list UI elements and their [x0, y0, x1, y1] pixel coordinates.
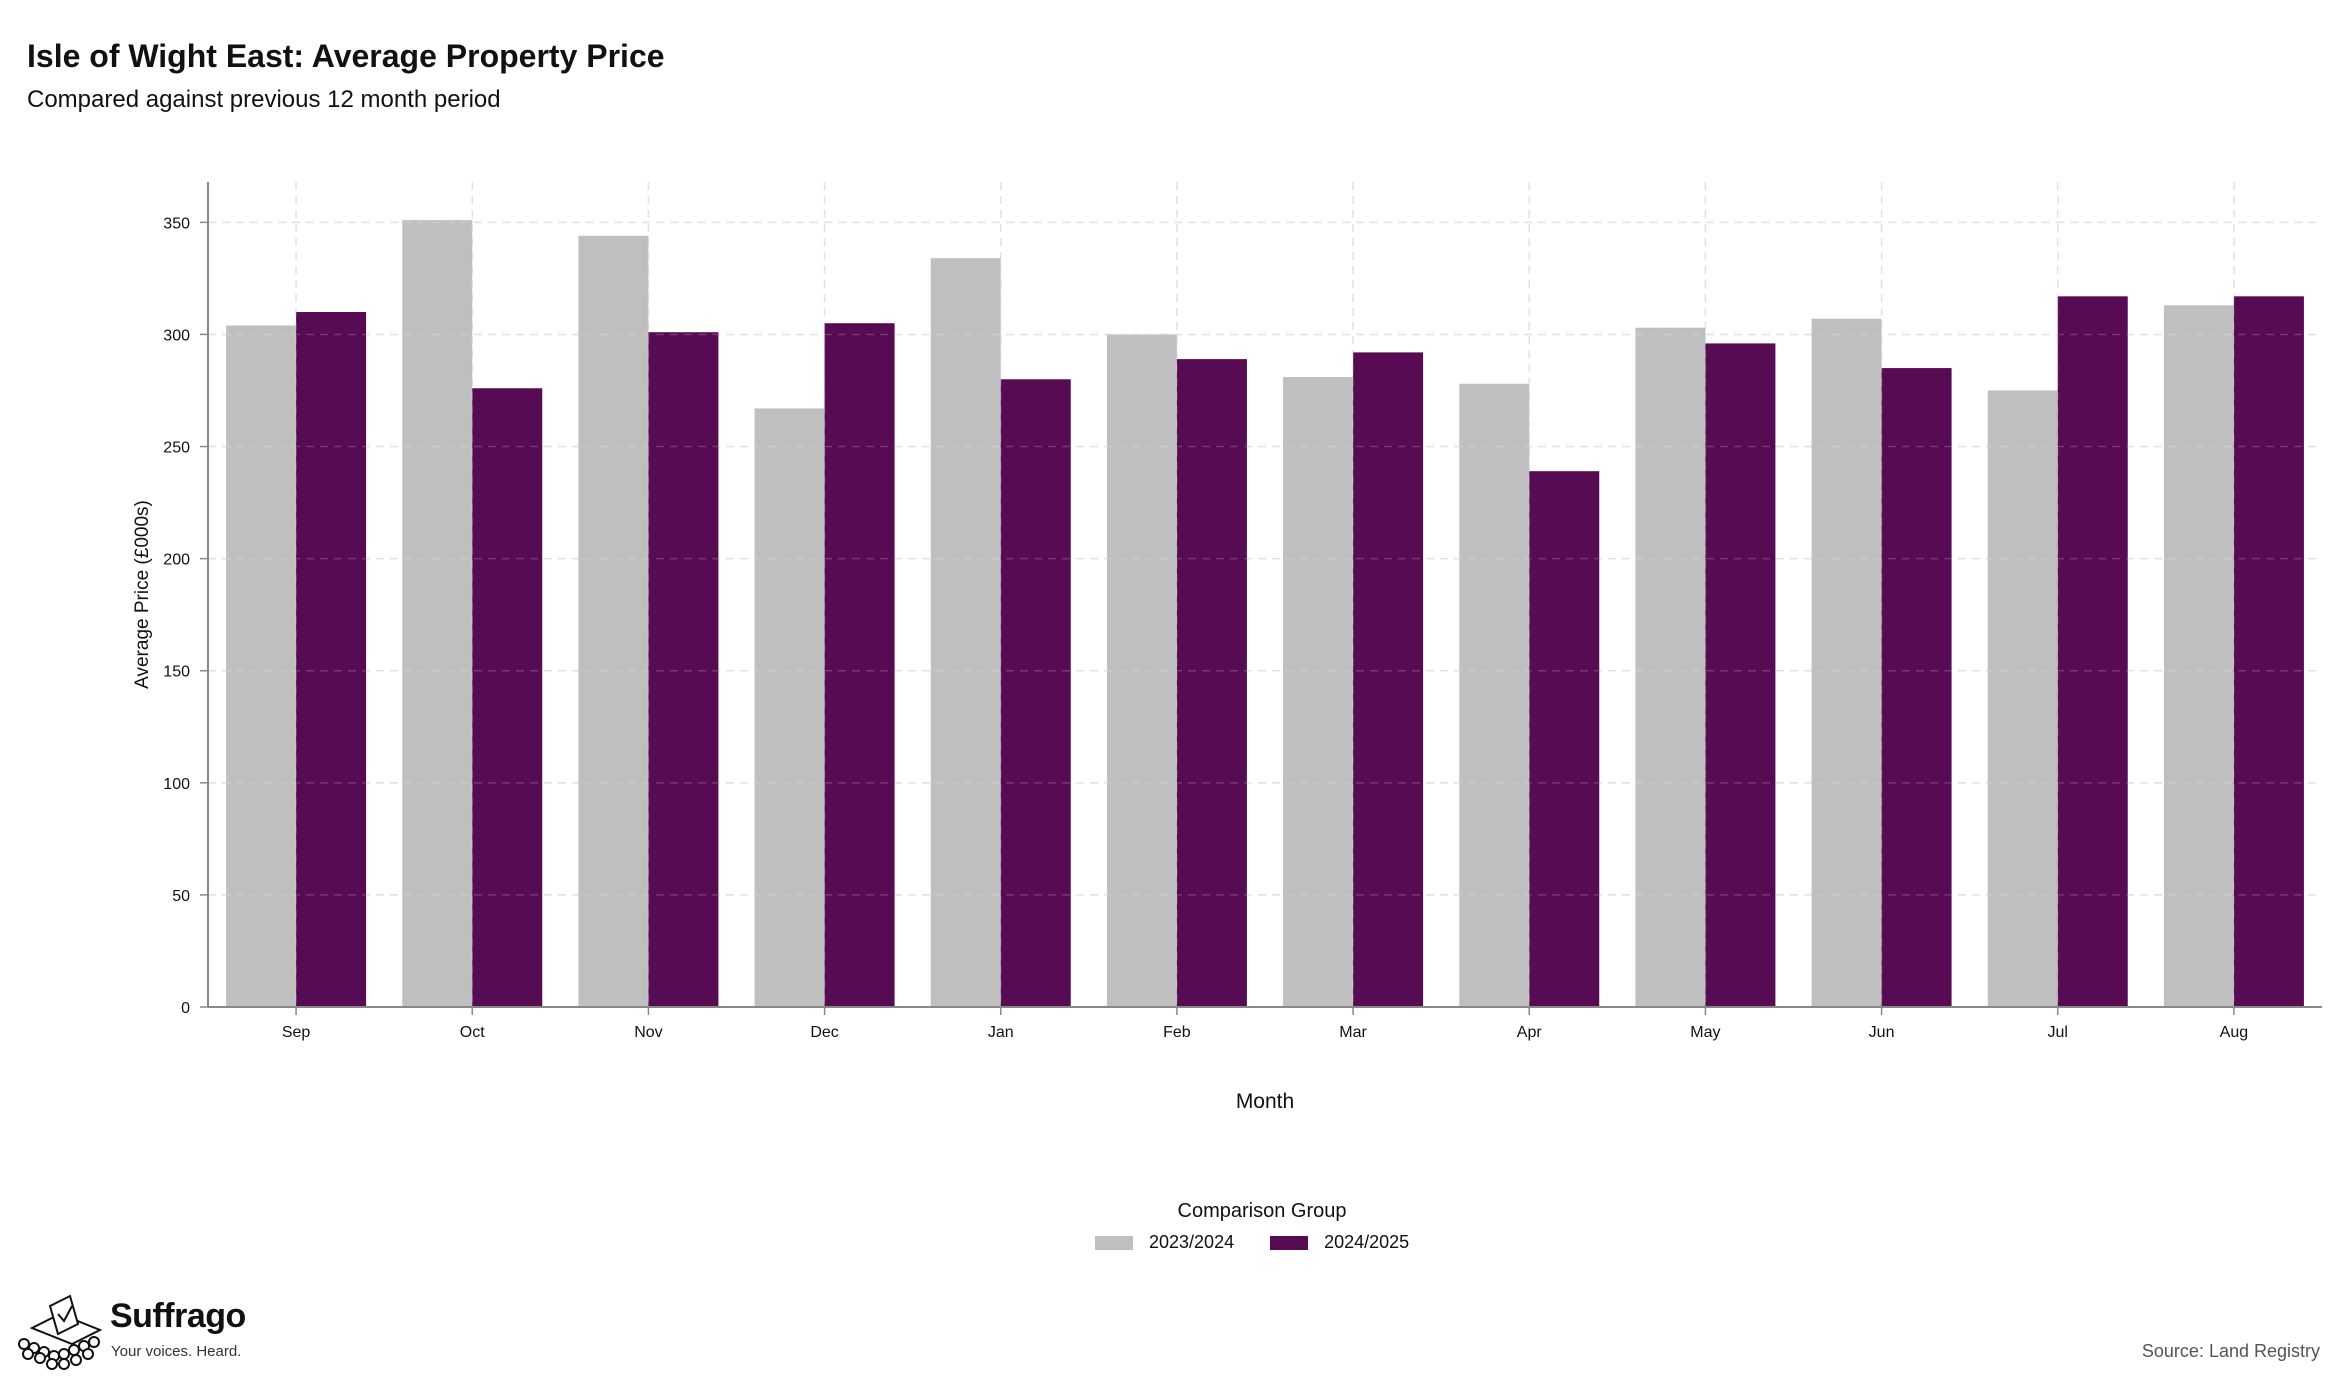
- y-tick-label: 150: [163, 664, 190, 681]
- bar-2024-2025-dec: [824, 323, 895, 1007]
- bar-chart: 0 50 100 150 200 250 300 350 Sep Oct Nov Dec Jan Feb M…: [132, 182, 2322, 1113]
- legend-label-2024-2025: 2024/2025: [1324, 1232, 1410, 1252]
- chart-title: Isle of Wight East: Average Property Pri…: [27, 38, 665, 74]
- brand-tagline: Your voices. Heard.: [111, 1343, 242, 1360]
- legend-title: Comparison Group: [1177, 1200, 1347, 1222]
- bars: [208, 182, 2322, 1008]
- x-tick-label: Jan: [988, 1024, 1014, 1041]
- x-tick-label: Nov: [634, 1024, 662, 1041]
- y-tick-label: 200: [163, 552, 190, 569]
- chart-subtitle: Compared against previous 12 month perio…: [27, 86, 501, 113]
- bar-2023-2024-nov: [578, 235, 649, 1008]
- y-axis-title: Average Price (£000s): [132, 500, 153, 689]
- bar-2024-2025-jun: [1881, 368, 1952, 1007]
- y-tick-label: 100: [163, 776, 190, 793]
- axis-labels: 0 50 100 150 200 250 300 350 Sep Oct Nov Dec Jan Feb M…: [132, 215, 2248, 1113]
- legend-item-2024-2025: 2024/2025: [1270, 1232, 1409, 1253]
- bar-2023-2024-may: [1635, 327, 1706, 1008]
- x-tick-label: Sep: [282, 1024, 311, 1041]
- bar-2024-2025-nov: [648, 332, 719, 1007]
- legend-label-2023-2024: 2023/2024: [1149, 1232, 1235, 1252]
- legend-item-2023-2024: 2023/2024: [1095, 1232, 1234, 1253]
- bar-2023-2024-aug: [2163, 305, 2234, 1007]
- axes: [200, 182, 2322, 1015]
- y-tick-label: 250: [163, 440, 190, 457]
- bar-2024-2025-aug: [2233, 296, 2304, 1007]
- legend-swatch-2023-2024: [1095, 1235, 1133, 1250]
- y-tick-label: 350: [163, 215, 190, 232]
- y-tick-label: 300: [163, 327, 190, 344]
- bar-2024-2025-jul: [2057, 296, 2128, 1007]
- x-tick-label: Aug: [2220, 1024, 2248, 1041]
- legend-swatch-2024-2025: [1270, 1235, 1309, 1250]
- x-tick-label: Dec: [810, 1024, 838, 1041]
- legend: 2023/2024 2024/2025: [1095, 1232, 1445, 1253]
- x-tick-label: Jun: [1869, 1024, 1895, 1041]
- brand-name: Suffrago: [110, 1297, 246, 1335]
- x-tick-label: Feb: [1163, 1024, 1191, 1041]
- bar-2023-2024-dec: [754, 408, 825, 1007]
- x-tick-label: May: [1690, 1024, 1720, 1041]
- x-tick-label: Jul: [2048, 1024, 2068, 1041]
- bar-2024-2025-feb: [1176, 359, 1247, 1008]
- x-tick-label: Oct: [460, 1024, 485, 1041]
- x-tick-label: Mar: [1339, 1024, 1367, 1041]
- bar-2024-2025-apr: [1529, 471, 1600, 1007]
- y-tick-label: 0: [181, 1000, 190, 1017]
- bar-2023-2024-jun: [1811, 318, 1882, 1008]
- x-axis-title: Month: [1236, 1090, 1294, 1113]
- bar-2023-2024-sep: [226, 325, 297, 1007]
- y-tick-label: 50: [172, 888, 190, 905]
- bar-2023-2024-oct: [402, 220, 473, 1007]
- ballot-box-logo-icon: [18, 1294, 103, 1370]
- bar-2024-2025-may: [1705, 343, 1776, 1007]
- bar-2023-2024-feb: [1106, 334, 1177, 1007]
- bar-2023-2024-jul: [1987, 390, 2058, 1008]
- bar-2023-2024-jan: [930, 258, 1001, 1007]
- bar-2024-2025-sep: [296, 312, 367, 1007]
- bar-2024-2025-jan: [1000, 379, 1071, 1008]
- source-note: Source: Land Registry: [2141, 1341, 2320, 1361]
- bar-2024-2025-oct: [472, 388, 543, 1007]
- x-tick-label: Apr: [1517, 1024, 1543, 1041]
- bar-2023-2024-apr: [1459, 383, 1530, 1007]
- bar-2024-2025-mar: [1353, 352, 1424, 1007]
- bar-2023-2024-mar: [1283, 377, 1354, 1007]
